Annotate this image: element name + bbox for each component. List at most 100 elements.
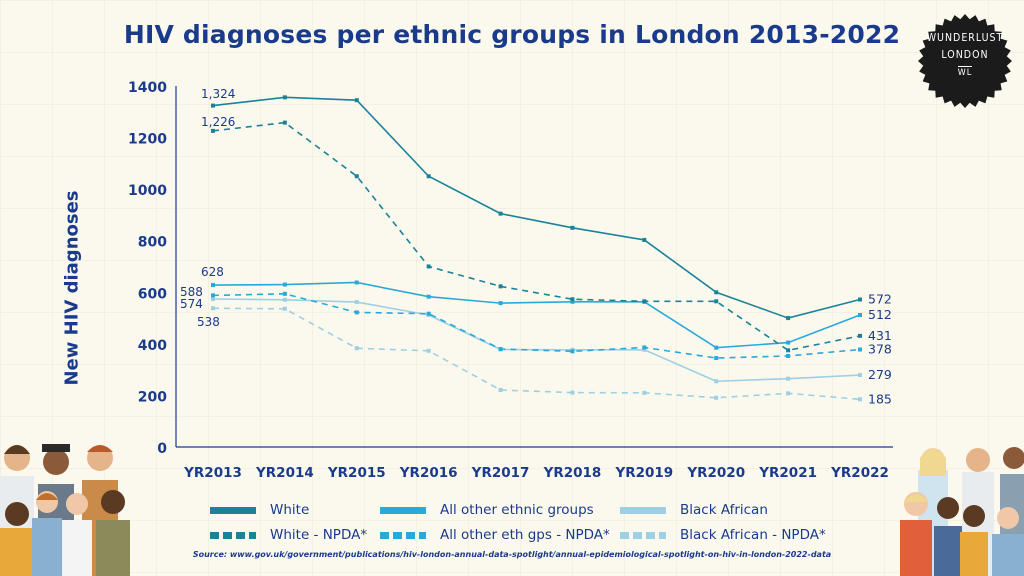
data-point xyxy=(642,299,647,304)
data-point xyxy=(570,390,575,395)
legend-swatch xyxy=(380,506,426,514)
data-point xyxy=(642,347,647,352)
data-point xyxy=(786,353,791,358)
y-tick-label: 200 xyxy=(138,389,167,405)
data-point xyxy=(642,237,647,242)
data-point xyxy=(282,120,287,125)
chart-legend: White All other ethnic groups Black Afri… xyxy=(210,500,850,550)
x-tick-label: YR2014 xyxy=(255,465,314,481)
series-line-0 xyxy=(212,96,861,319)
data-point xyxy=(714,299,719,304)
y-tick-label: 600 xyxy=(138,286,167,302)
data-point xyxy=(426,294,431,299)
data-point xyxy=(714,379,719,384)
x-tick-label: YR2016 xyxy=(399,465,458,481)
data-label-start: 628 xyxy=(201,265,224,279)
data-point xyxy=(282,297,287,302)
data-point xyxy=(354,280,359,285)
badge-line1: WUNDERLUST xyxy=(926,32,1004,44)
people-illustration-right xyxy=(900,447,1024,576)
data-point xyxy=(211,296,215,301)
data-point xyxy=(714,290,719,295)
series-line-3 xyxy=(212,121,861,352)
data-point xyxy=(714,345,719,350)
data-point xyxy=(282,291,287,296)
data-point xyxy=(354,174,359,179)
y-tick-label: 1200 xyxy=(128,132,167,148)
data-point xyxy=(354,300,359,305)
data-point xyxy=(354,310,359,315)
data-point xyxy=(786,340,791,345)
data-point xyxy=(282,306,287,311)
data-label-end: 512 xyxy=(868,307,892,322)
data-label-start: 538 xyxy=(197,315,220,329)
series-line-5 xyxy=(212,307,861,401)
data-label-end: 185 xyxy=(868,391,892,406)
x-tick-label: YR2017 xyxy=(471,465,530,481)
data-point xyxy=(282,282,287,287)
data-point xyxy=(426,264,431,269)
data-point xyxy=(858,297,862,302)
legend-label: Black African - NPDA* xyxy=(680,527,826,543)
legend-item-white-npda: White - NPDA* xyxy=(210,527,367,543)
data-point xyxy=(211,306,215,311)
legend-label: White xyxy=(270,502,310,518)
data-point xyxy=(786,391,791,396)
data-label-end: 378 xyxy=(868,342,892,357)
data-label-start: 1,324 xyxy=(201,87,235,101)
x-tick-label: YR2020 xyxy=(686,465,745,481)
data-point xyxy=(786,316,791,321)
legend-label: White - NPDA* xyxy=(270,527,368,543)
y-tick-label: 1000 xyxy=(128,183,167,199)
data-point xyxy=(786,376,791,381)
series-line-4 xyxy=(212,293,861,359)
legend-item-all-other: All other ethnic groups xyxy=(380,502,594,518)
legend-item-white: White xyxy=(210,502,309,518)
data-point xyxy=(714,395,719,400)
data-label-start: 574 xyxy=(180,297,203,311)
y-tick-label: 800 xyxy=(138,235,167,251)
data-point xyxy=(498,211,503,216)
data-point xyxy=(211,103,215,108)
data-point xyxy=(714,356,719,361)
data-point xyxy=(858,312,862,317)
badge-mark: WL xyxy=(957,66,973,78)
data-point xyxy=(354,98,359,103)
legend-swatch xyxy=(380,531,426,539)
data-point xyxy=(858,373,862,378)
legend-item-black-african-npda: Black African - NPDA* xyxy=(620,527,826,543)
data-point xyxy=(570,297,575,302)
legend-item-black-african: Black African xyxy=(620,502,768,518)
data-point xyxy=(354,346,359,351)
data-point xyxy=(858,347,862,352)
data-point xyxy=(498,284,503,289)
data-point xyxy=(570,225,575,230)
data-point xyxy=(498,301,503,306)
data-point xyxy=(570,349,575,354)
data-point xyxy=(786,348,791,353)
data-point xyxy=(570,299,575,304)
data-label-end: 279 xyxy=(868,367,892,382)
x-tick-label: YR2013 xyxy=(183,465,242,481)
legend-item-all-other-npda: All other eth gps - NPDA* xyxy=(380,527,610,543)
series-line-2 xyxy=(212,298,861,383)
data-point xyxy=(211,283,215,288)
data-label-end: 431 xyxy=(868,328,892,343)
people-illustration-left xyxy=(0,444,130,576)
x-tick-label: YR2019 xyxy=(614,465,673,481)
series-line-1 xyxy=(212,281,861,349)
data-point xyxy=(211,128,215,133)
data-label-start: 1,226 xyxy=(201,115,235,129)
data-point xyxy=(642,390,647,395)
x-tick-label: YR2021 xyxy=(758,465,817,481)
data-label-start: 588 xyxy=(180,285,203,299)
legend-swatch xyxy=(210,531,256,539)
data-point xyxy=(498,347,503,352)
data-point xyxy=(282,95,287,100)
wunderlust-london-badge xyxy=(918,14,1012,108)
legend-label: All other eth gps - NPDA* xyxy=(440,527,610,543)
data-point xyxy=(426,348,431,353)
legend-label: Black African xyxy=(680,502,768,518)
data-point xyxy=(642,345,647,350)
